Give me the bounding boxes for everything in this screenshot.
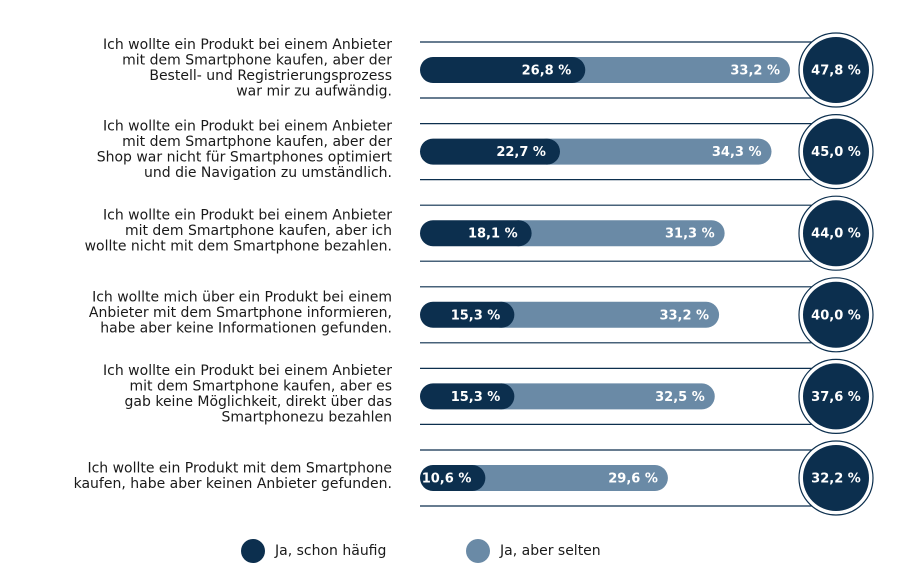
total-label: 37,6 % [811,390,861,405]
value-label: 26,8 % [522,64,572,79]
category-label: mit dem Smartphone kaufen, aber der [122,134,392,150]
category-label: war mir zu aufwändig. [236,83,392,99]
bar-segment [559,57,790,83]
total-label: 47,8 % [811,64,861,79]
legend-label: Ja, aber selten [499,543,601,559]
bar-segment [420,383,515,410]
total-label: 45,0 % [811,145,861,160]
total-circle [803,281,869,348]
category-label: habe aber keine Informationen gefunden. [100,320,392,336]
bar-segment [488,383,715,410]
bar-segment [420,465,486,491]
value-label: 18,1 % [468,227,518,242]
category-label: Ich wollte ein Produkt bei einem Anbiete… [103,118,392,134]
total-circle [803,118,869,185]
category-label: und die Navigation zu umständlich. [144,165,392,181]
legend-label: Ja, schon häufig [274,543,386,559]
value-label: 33,2 % [659,308,709,323]
bar-segment [420,57,586,83]
bar-segment [505,220,725,247]
category-label: kaufen, habe aber keinen Anbieter gefund… [74,476,392,492]
bar-segment [420,220,532,247]
category-label: Ich wollte ein Produkt bei einem Anbiete… [103,363,392,379]
bar-segment [533,138,772,165]
category-label: Ich wollte mich über ein Produkt bei ein… [92,289,392,305]
value-label: 32,5 % [655,390,705,405]
total-circle [803,445,869,511]
category-label: gab keine Möglichkeit, direkt über das [125,394,392,410]
bar-segment [459,465,668,491]
value-label: 10,6 % [422,472,472,487]
total-label: 44,0 % [811,227,861,242]
category-label: Smartphonezu bezahlen [221,410,392,426]
category-label: Bestell- und Registrierungsprozess [149,68,392,84]
legend-swatch [466,539,490,563]
total-circle [803,363,869,430]
value-label: 34,3 % [712,145,762,160]
value-label: 15,3 % [451,308,501,323]
category-label: Ich wollte ein Produkt mit dem Smartphon… [87,460,392,476]
bar-segment [488,301,720,328]
bar-segment [420,138,560,165]
total-label: 32,2 % [811,472,861,487]
category-label: Shop war nicht für Smartphones optimiert [97,149,393,165]
value-label: 22,7 % [496,145,546,160]
value-label: 29,6 % [608,472,658,487]
total-circle [803,200,869,267]
legend-swatch [241,539,265,563]
category-label: Ich wollte ein Produkt bei einem Anbiete… [103,37,392,53]
category-label: wollte nicht mit dem Smartphone bezahlen… [85,239,392,255]
total-circle [803,37,869,103]
category-label: Ich wollte ein Produkt bei einem Anbiete… [103,208,392,224]
category-label: mit dem Smartphone kaufen, aber ich [125,223,392,239]
category-label: mit dem Smartphone kaufen, aber der [122,52,392,68]
category-label: Anbieter mit dem Smartphone informieren, [89,305,392,321]
bar-segment [420,301,515,328]
category-label: mit dem Smartphone kaufen, aber es [130,379,393,395]
value-label: 33,2 % [730,64,780,79]
value-label: 15,3 % [451,390,501,405]
value-label: 31,3 % [665,227,715,242]
total-label: 40,0 % [811,308,861,323]
